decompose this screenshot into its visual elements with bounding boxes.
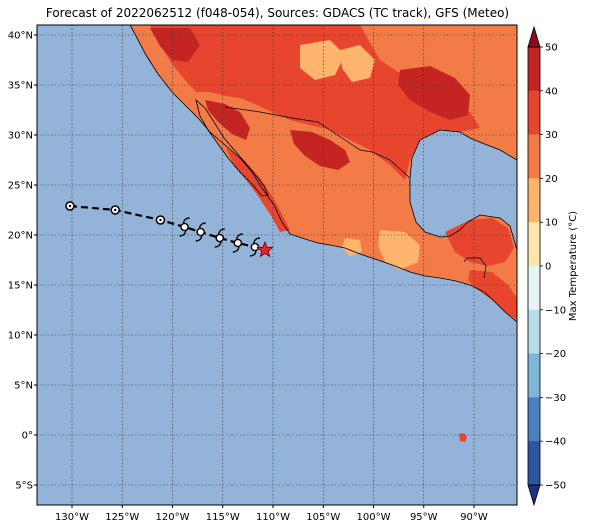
hurricane-symbol <box>249 237 260 257</box>
land-yucatan-hot <box>445 218 514 266</box>
lat-tick-label: 20°N <box>8 231 33 242</box>
longitude-labels: 130°W 125°W 120°W 115°W 110°W 105°W 100°W 95°W 9… <box>55 505 488 523</box>
colorbar-tick-label: −30 <box>545 393 566 404</box>
lon-tick-label: 130°W <box>55 512 89 523</box>
colorbar-tick-label: 20 <box>545 174 558 185</box>
colorbar-tick-label: 50 <box>545 43 558 54</box>
lat-tick-label: 0° <box>22 431 33 442</box>
lon-tick-label: 105°W <box>306 512 340 523</box>
track-past-point-center <box>114 208 117 212</box>
colorbar-segment <box>528 90 540 135</box>
lon-tick-label: 95°W <box>410 512 438 523</box>
land-veryhot-4 <box>150 28 200 62</box>
colorbar-tick-label: −10 <box>545 305 566 316</box>
colorbar-extension-top <box>527 25 541 48</box>
lon-tick-label: 100°W <box>357 512 391 523</box>
colorbar-segment <box>528 309 540 354</box>
colorbar-segment <box>528 47 540 92</box>
lat-tick-label: 40°N <box>8 31 33 42</box>
map-title: Forecast of 2022062512 (f048-054), Sourc… <box>45 6 510 20</box>
lon-tick-label: 125°W <box>105 512 139 523</box>
land-hot-interior <box>150 25 480 180</box>
land-veryhot-2 <box>205 100 250 140</box>
lat-tick-label: 5°S <box>15 481 33 492</box>
lat-tick-label: 10°N <box>8 331 33 342</box>
colorbar-tick-label: −40 <box>545 437 566 448</box>
land-veryhot-1 <box>398 66 470 120</box>
land-mild-3 <box>378 230 420 270</box>
land-westcoast-hot <box>226 148 290 232</box>
land-centralam-hot <box>468 270 517 320</box>
latitude-labels: 40°N 35°N 30°N 25°N 20°N 15°N 10°N 5°N 0° 5°S <box>8 31 37 492</box>
hurricane-symbol <box>195 222 206 242</box>
current-position-star <box>256 240 274 258</box>
colorbar-segment <box>528 353 540 398</box>
colorbar-segment <box>528 441 540 486</box>
lat-tick-label: 25°N <box>8 181 33 192</box>
lat-tick-label: 30°N <box>8 131 33 142</box>
colorbar-tick-label: −20 <box>545 349 566 360</box>
track-past-point-center <box>159 218 162 222</box>
lat-tick-label: 15°N <box>8 281 33 292</box>
hurricane-symbol <box>214 228 225 248</box>
colorbar-segment <box>528 266 540 311</box>
colorbar-segment <box>528 397 540 442</box>
colorbar: 50 40 30 20 10 0 −10 −20 −30 −40 −50 <box>527 25 566 507</box>
land-mild-4 <box>342 238 362 256</box>
track-past-point-center <box>68 204 72 208</box>
lat-tick-label: 35°N <box>8 81 33 92</box>
lon-tick-label: 120°W <box>156 512 190 523</box>
colorbar-tick-label: 10 <box>545 218 558 229</box>
colorbar-segment <box>528 134 540 179</box>
land-mild-2 <box>340 45 375 82</box>
colorbar-segment <box>528 222 540 267</box>
lon-tick-label: 115°W <box>206 512 240 523</box>
land-veryhot-3 <box>290 130 350 170</box>
hurricane-symbol <box>232 233 243 253</box>
land-mild-1 <box>300 40 345 80</box>
lat-tick-label: 5°N <box>14 381 33 392</box>
colorbar-segment <box>528 178 540 223</box>
colorbar-tick-label: −50 <box>545 481 566 492</box>
colorbar-tick-label: 30 <box>545 130 558 141</box>
map-frame <box>36 24 518 506</box>
colorbar-tick-label: 0 <box>545 262 551 273</box>
lon-tick-label: 90°W <box>460 512 488 523</box>
lon-tick-label: 110°W <box>256 512 290 523</box>
storm-track <box>65 201 274 258</box>
colorbar-label: Max Temperature (°C) <box>568 211 579 321</box>
gridlines <box>37 25 517 505</box>
colorbar-extension-bottom <box>527 484 541 507</box>
colorbar-tick-label: 40 <box>545 86 558 97</box>
hurricane-symbol <box>179 217 190 237</box>
coastlines <box>129 25 517 323</box>
